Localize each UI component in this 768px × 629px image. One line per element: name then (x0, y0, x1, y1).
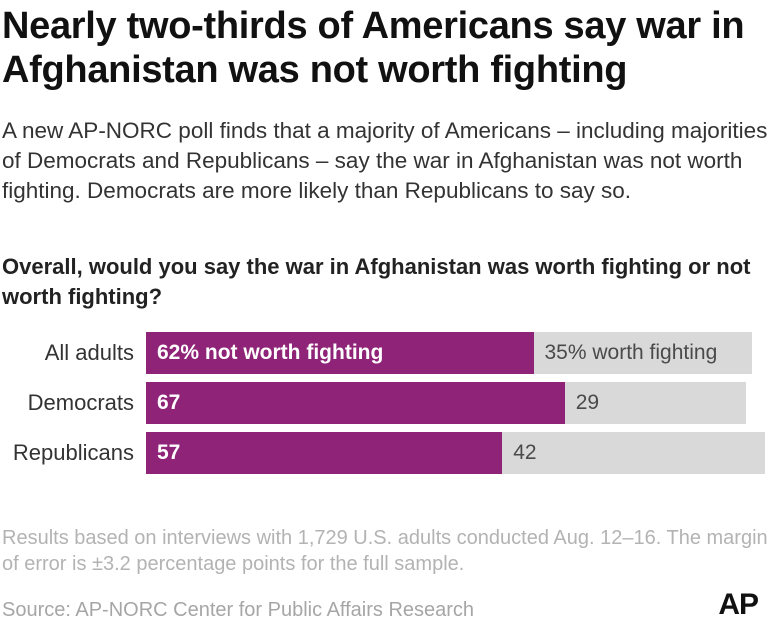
headline: Nearly two-thirds of Americans say war i… (2, 5, 745, 91)
bar-value-label: 57 (157, 441, 181, 464)
footnote: Results based on interviews with 1,729 U… (2, 527, 768, 575)
bar-row: Democrats 67 29 (0, 382, 768, 424)
bar-value-label: 67 (157, 391, 181, 414)
subhead: A new AP-NORC poll finds that a majority… (2, 118, 768, 203)
chart-question: Overall, would you say the war in Afghan… (2, 254, 751, 309)
bar-worth: 42 (502, 432, 765, 474)
category-label: Democrats (27, 390, 134, 415)
category-label: Republicans (12, 440, 134, 465)
bar-value-label: 35% worth fighting (544, 341, 718, 364)
ap-logo: AP (718, 588, 759, 621)
bar-not-worth: 57 (146, 432, 503, 474)
bar-worth: 29 (564, 382, 746, 424)
bar-value-label: 62% not worth fighting (157, 341, 384, 364)
category-label: All adults (44, 340, 134, 365)
bar-worth: 35% worth fighting (533, 332, 753, 374)
bar-not-worth: 67 (146, 382, 565, 424)
bar-row: All adults 62% not worth fighting 35% wort… (0, 332, 768, 374)
stacked-bar-chart: All adults 62% not worth fighting 35% wort… (0, 332, 768, 480)
source-note: Source: AP-NORC Center for Public Affair… (2, 599, 475, 621)
bar-value-label: 29 (575, 391, 600, 414)
bar-value-label: 42 (513, 441, 537, 464)
bar-not-worth: 62% not worth fighting (146, 332, 534, 374)
bar-row: Republicans 57 42 (0, 432, 768, 474)
